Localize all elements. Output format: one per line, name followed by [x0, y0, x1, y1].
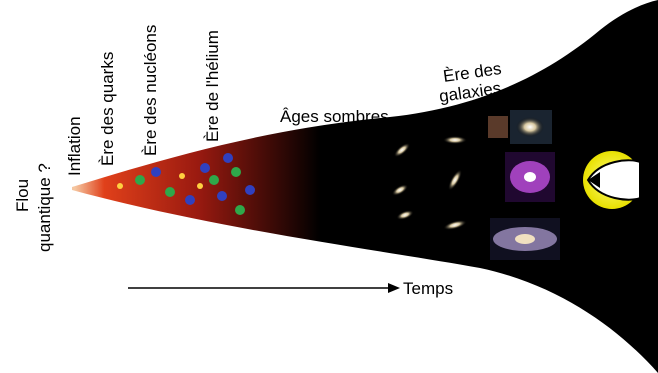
- label: Inflation: [65, 116, 84, 176]
- label: Flou: [13, 179, 32, 212]
- diagram: Flou quantique ? Inflation Ère des quark…: [0, 0, 658, 373]
- arrow-head: [388, 283, 400, 293]
- eye-icon: [583, 151, 641, 209]
- label: Ère de l'hélium: [203, 30, 222, 142]
- label: Temps: [403, 279, 453, 298]
- label: Ère des quarks: [98, 52, 117, 166]
- page: Flou quantique ? Inflation Ère des quark…: [0, 0, 658, 373]
- label: Âges sombres: [280, 107, 389, 126]
- label: Ère des nucléons: [141, 25, 160, 156]
- label: quantique ?: [35, 163, 54, 252]
